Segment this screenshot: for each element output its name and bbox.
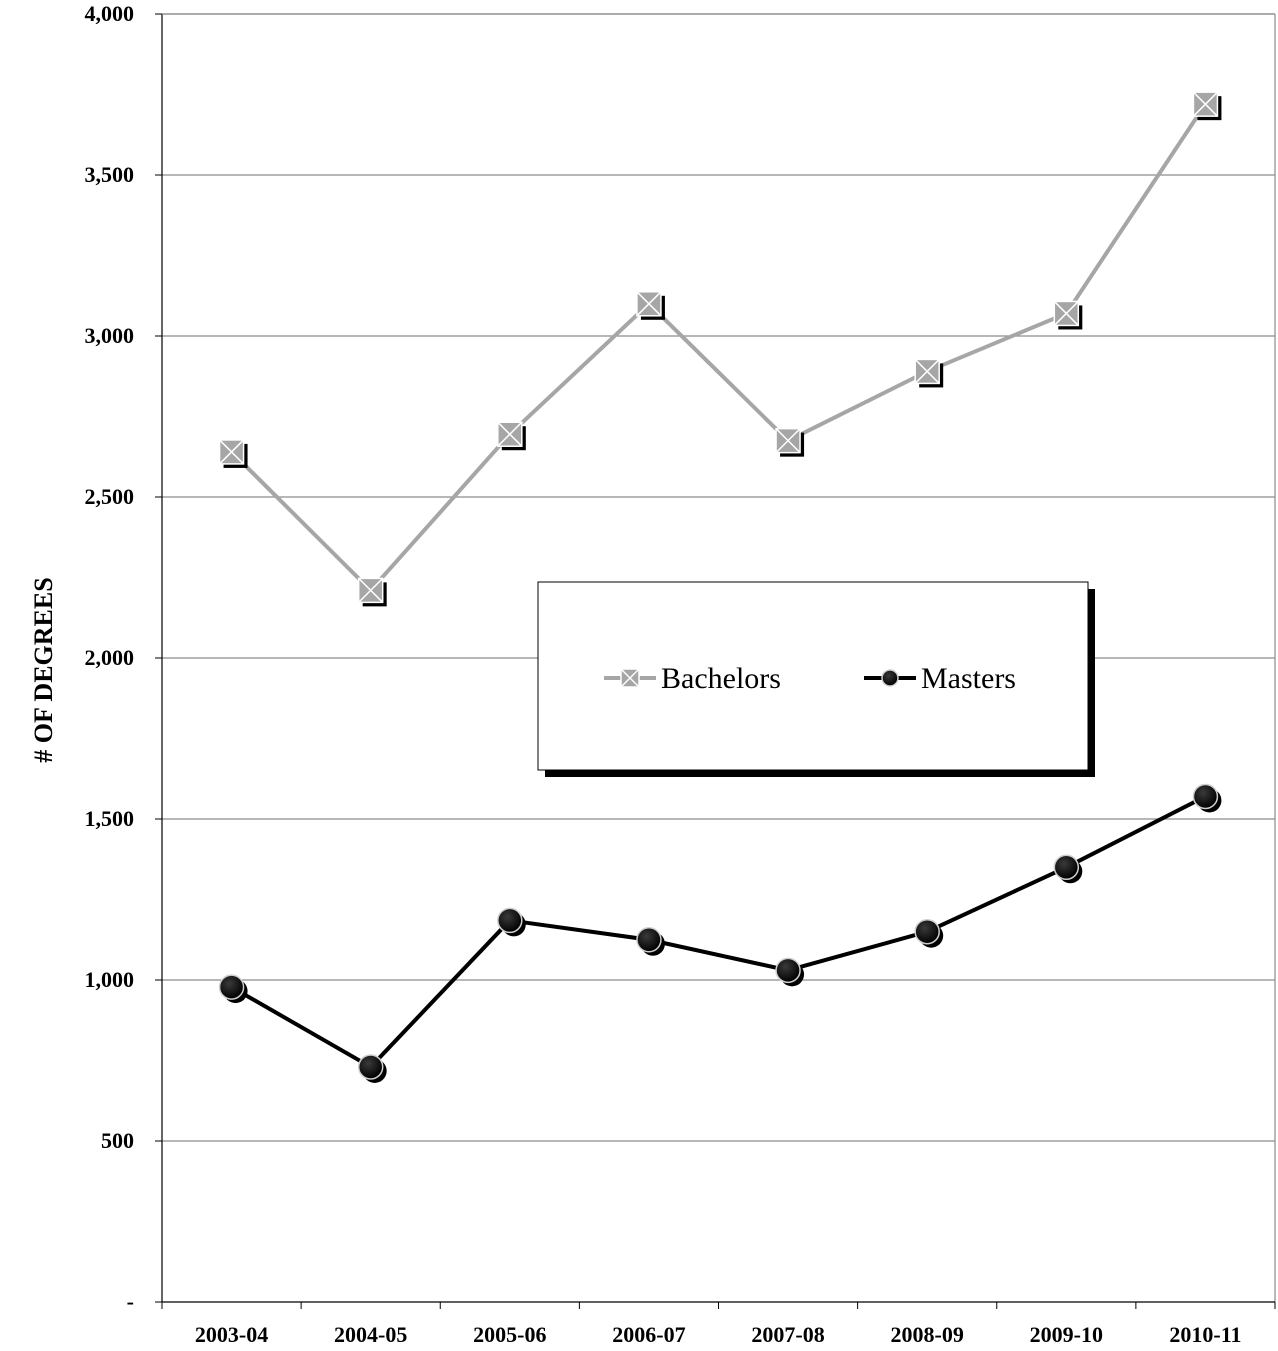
data-point <box>1053 854 1083 884</box>
x-tick-label: 2008-09 <box>891 1322 964 1347</box>
series-line <box>230 103 1208 593</box>
marker-circle <box>636 927 662 953</box>
data-point <box>1053 300 1083 330</box>
marker-cross <box>775 428 801 454</box>
data-point <box>1192 91 1222 121</box>
marker-circle <box>914 918 940 945</box>
legend: Bachelors Masters <box>537 581 1095 777</box>
marker-circle <box>218 974 245 1000</box>
data-point <box>218 439 248 468</box>
x-tick-label: 2010-11 <box>1169 1322 1241 1347</box>
data-point <box>497 907 526 937</box>
y-tick-label: 4,000 <box>85 1 135 26</box>
marker-cross <box>219 439 245 465</box>
y-tick-label: 500 <box>101 1128 134 1153</box>
marker-cross <box>914 358 940 384</box>
marker-cross <box>497 421 523 447</box>
x-tick-label: 2007-08 <box>751 1322 824 1347</box>
data-point <box>914 358 944 388</box>
x-tick-label: 2004-05 <box>334 1322 407 1347</box>
y-tick-label: 3,500 <box>85 162 135 187</box>
marker-cross <box>1192 91 1218 117</box>
data-point <box>218 974 248 1004</box>
legend-item-masters: Masters <box>864 662 1016 695</box>
data-point <box>357 577 387 607</box>
marker-circle <box>775 957 801 984</box>
gridlines <box>162 13 1275 1142</box>
data-point <box>914 918 944 948</box>
series-bachelors <box>218 91 1222 607</box>
legend-item-bachelors: Bachelors <box>604 662 781 695</box>
data-point <box>636 927 665 956</box>
y-tick-label: 3,000 <box>85 323 135 348</box>
y-tick-label: - <box>127 1289 134 1314</box>
legend-label: Bachelors <box>661 662 781 695</box>
series-masters <box>218 783 1222 1083</box>
y-tick-label: 1,500 <box>85 806 135 831</box>
marker-circle <box>1192 783 1219 810</box>
y-tick-label: 2,500 <box>85 484 135 509</box>
data-point <box>775 957 805 987</box>
marker-cross <box>1053 300 1079 326</box>
series-line <box>230 794 1207 1069</box>
x-tick-label: 2006-07 <box>612 1322 685 1347</box>
x-tick-label: 2003-04 <box>195 1322 268 1347</box>
data-point <box>497 421 526 451</box>
marker-circle <box>1053 854 1080 881</box>
data-point <box>775 427 805 457</box>
y-axis-title: # OF DEGREES <box>29 577 58 762</box>
y-tick-labels: - 500 1,000 1,500 2,000 2,500 3,000 3,500 4,000 <box>85 1 135 1314</box>
legend-marker <box>881 669 899 687</box>
y-tick-label: 2,000 <box>85 645 135 670</box>
x-tick-label: 2005-06 <box>473 1322 546 1347</box>
legend-marker <box>620 668 640 688</box>
marker-circle <box>881 669 899 687</box>
legend-label: Masters <box>921 662 1016 695</box>
marker-cross <box>358 577 384 603</box>
axes <box>155 13 1276 1309</box>
x-tick-label: 2009-10 <box>1030 1322 1103 1347</box>
data-point <box>636 291 665 320</box>
series <box>218 91 1222 1083</box>
marker-cross <box>620 668 640 688</box>
marker-cross <box>636 291 662 317</box>
data-point <box>1192 783 1222 813</box>
data-point <box>357 1054 387 1083</box>
y-tick-label: 1,000 <box>85 967 135 992</box>
x-tick-labels: 2003-04 2004-05 2005-06 2006-07 2007-08 2008-… <box>195 1322 1242 1347</box>
marker-circle <box>497 907 523 934</box>
marker-circle <box>357 1054 384 1080</box>
